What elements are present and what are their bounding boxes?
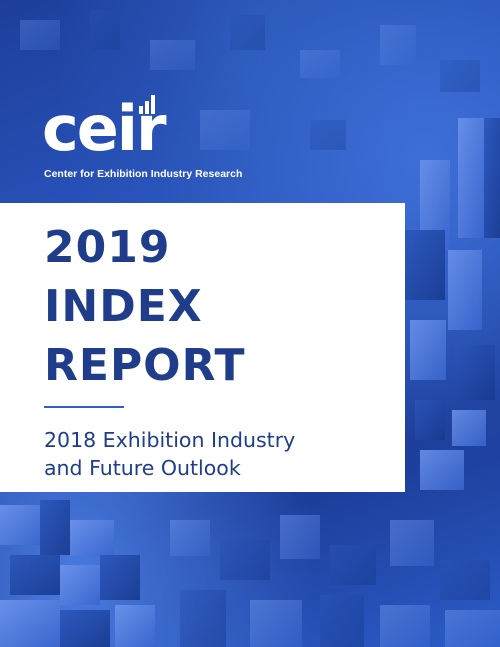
title-index: INDEX — [44, 281, 203, 332]
title-divider — [44, 406, 124, 408]
subtitle-line-2: and Future Outlook — [44, 456, 241, 480]
ceir-logo: ceir Center for Exhibition Industry Rese… — [42, 92, 272, 182]
logo-wordmark: ceir — [42, 92, 167, 165]
bar-chart-icon — [139, 95, 155, 114]
logo-tagline: Center for Exhibition Industry Research — [44, 168, 243, 180]
title-year: 2019 — [44, 222, 171, 273]
subtitle-line-1: 2018 Exhibition Industry — [44, 428, 296, 452]
title-panel: 2019 INDEX REPORT 2018 Exhibition Indust… — [0, 203, 405, 492]
title-report: REPORT — [44, 340, 246, 391]
